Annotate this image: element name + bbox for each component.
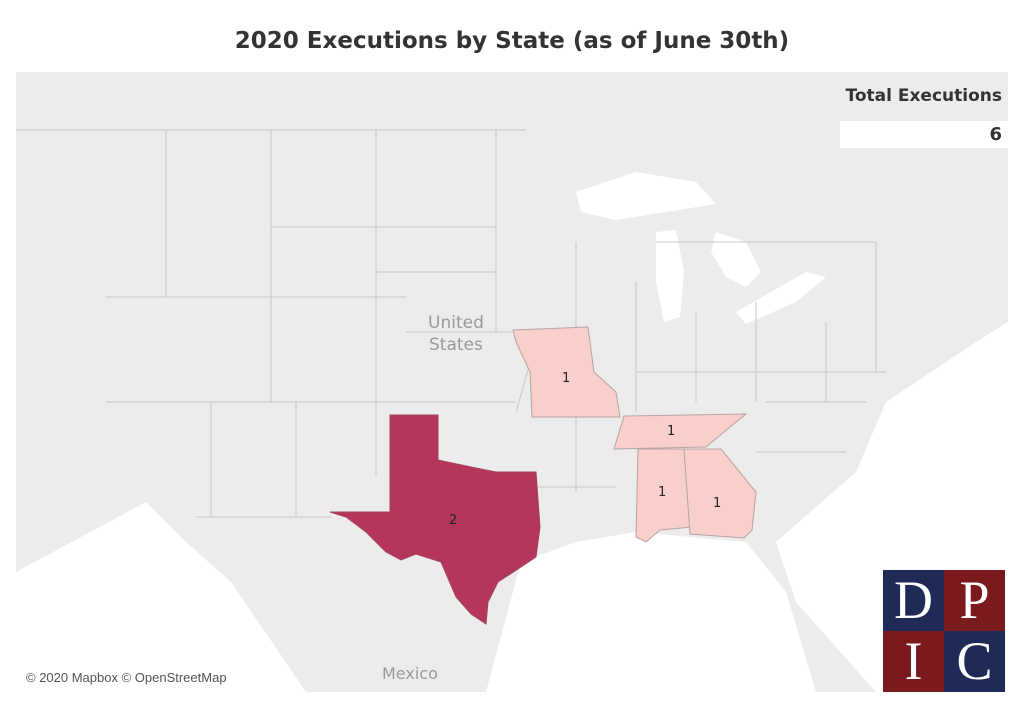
state-missouri[interactable] <box>512 326 621 418</box>
map-attribution[interactable]: © 2020 Mapbox © OpenStreetMap <box>26 670 227 685</box>
state-tennessee[interactable] <box>613 413 748 450</box>
lake-huron <box>711 232 761 287</box>
country-label-us: United States <box>428 312 484 356</box>
gulf-of-mexico <box>486 532 816 692</box>
total-executions-value: 6 <box>840 121 1008 148</box>
lake-michigan <box>656 230 684 322</box>
lake-superior <box>576 172 716 220</box>
state-texas[interactable] <box>329 414 541 625</box>
value-label-alabama: 1 <box>658 485 667 500</box>
state-georgia[interactable] <box>683 448 757 539</box>
country-label-us-line2: States <box>429 335 483 355</box>
country-label-mexico: Mexico <box>382 664 438 683</box>
map-svg <box>16 129 1008 692</box>
total-executions-label: Total Executions <box>845 86 1002 106</box>
logo-letter-d: D <box>883 570 944 631</box>
logo-letter-i: I <box>883 631 944 692</box>
pacific-ocean <box>16 502 306 692</box>
logo-letter-c: C <box>944 631 1005 692</box>
value-label-texas: 2 <box>449 513 458 528</box>
country-label-us-line1: United <box>428 313 484 333</box>
value-label-georgia: 1 <box>713 496 722 511</box>
map-canvas[interactable]: United States Mexico 1 1 1 1 2 <box>16 72 1008 692</box>
logo-letter-p: P <box>944 570 1005 631</box>
value-label-missouri: 1 <box>562 371 571 386</box>
dpic-logo: D P I C <box>883 570 1005 692</box>
map-title: 2020 Executions by State (as of June 30t… <box>234 28 790 54</box>
value-label-tennessee: 1 <box>667 424 676 439</box>
lake-erie <box>736 272 826 324</box>
